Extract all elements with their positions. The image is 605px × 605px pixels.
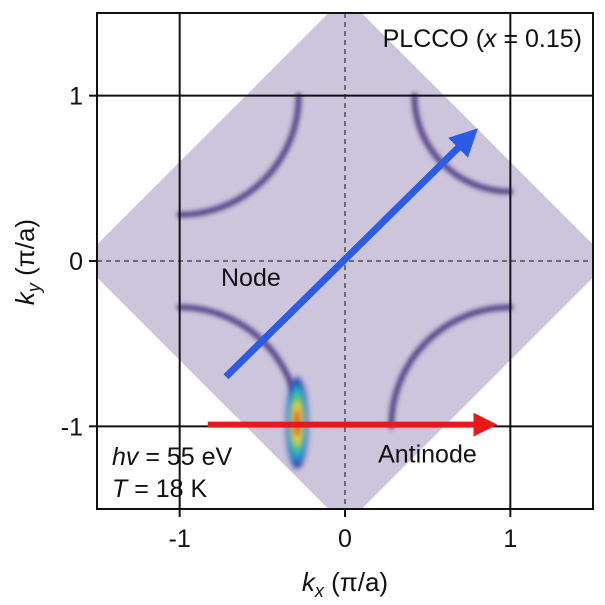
x-tick-label: -1 bbox=[169, 525, 191, 553]
x-tick-label: 1 bbox=[503, 525, 517, 553]
y-tick-label: 1 bbox=[69, 83, 83, 111]
antinode-label: Antinode bbox=[378, 441, 477, 469]
x-tick-label: 0 bbox=[338, 525, 352, 553]
x-axis-label: kx (π/a) bbox=[302, 567, 388, 601]
condition-hv: hv = 55 eV bbox=[112, 443, 233, 471]
node-arrow bbox=[223, 128, 478, 380]
y-axis-label: ky (π/a) bbox=[10, 219, 44, 305]
fermi-arc-upper-left bbox=[176, 92, 302, 218]
y-tick-label: 0 bbox=[69, 248, 83, 276]
node-label: Node bbox=[221, 264, 281, 292]
condition-temperature: T = 18 K bbox=[112, 475, 208, 503]
fermi-arc-lower-right bbox=[388, 304, 514, 430]
chart-title: PLCCO (x = 0.15) bbox=[383, 25, 582, 53]
y-tick-label: -1 bbox=[61, 413, 83, 441]
plot-frame bbox=[96, 12, 594, 510]
